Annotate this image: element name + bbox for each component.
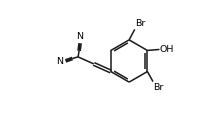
Text: Br: Br bbox=[135, 19, 145, 28]
Text: OH: OH bbox=[160, 45, 174, 54]
Text: N: N bbox=[57, 57, 64, 66]
Text: N: N bbox=[77, 32, 84, 41]
Text: Br: Br bbox=[153, 83, 163, 92]
